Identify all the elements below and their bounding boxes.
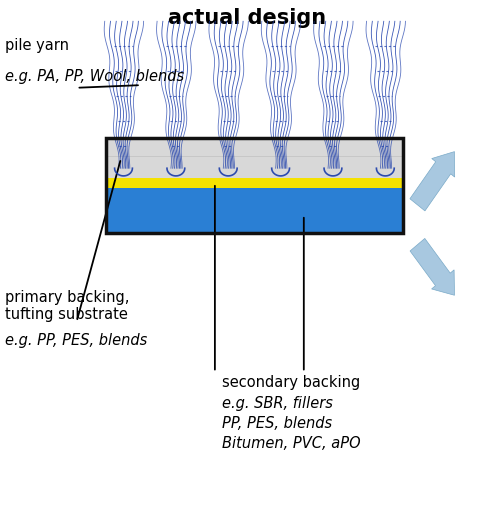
FancyArrow shape — [410, 152, 454, 211]
Bar — [106, 188, 403, 233]
Bar — [106, 138, 403, 233]
Bar — [106, 178, 403, 188]
Text: primary backing,
tufting substrate: primary backing, tufting substrate — [5, 290, 129, 322]
FancyArrow shape — [410, 238, 454, 295]
Text: e.g. PP, PES, blends: e.g. PP, PES, blends — [5, 332, 147, 347]
Text: e.g. PA, PP, Wool, blends: e.g. PA, PP, Wool, blends — [5, 69, 184, 84]
Text: secondary backing: secondary backing — [222, 375, 361, 390]
Text: pile yarn: pile yarn — [5, 38, 69, 53]
Text: e.g. SBR, fillers
PP, PES, blends
Bitumen, PVC, aPO: e.g. SBR, fillers PP, PES, blends Bitume… — [222, 396, 361, 451]
Bar — [106, 138, 403, 178]
Text: actual design: actual design — [168, 8, 326, 28]
